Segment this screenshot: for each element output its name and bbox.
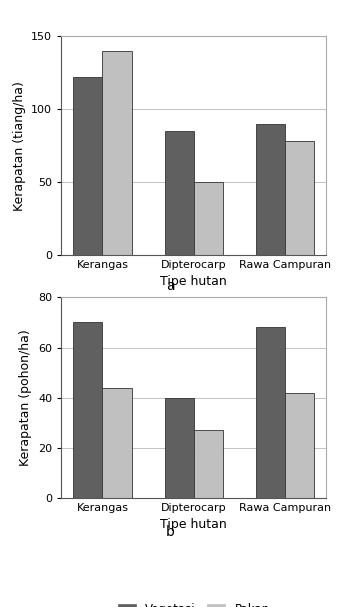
Bar [194,182,223,255]
Text: a: a [166,279,174,293]
Bar [256,328,285,498]
X-axis label: Tipe hutan: Tipe hutan [160,518,227,531]
Bar [73,322,102,498]
Y-axis label: Kerapatan (tiang/ha): Kerapatan (tiang/ha) [13,81,26,211]
Bar [165,131,194,255]
Bar [256,124,285,255]
Bar [73,77,102,255]
Y-axis label: Kerapatan (pohon/ha): Kerapatan (pohon/ha) [19,329,33,466]
Bar [165,398,194,498]
Legend: Vegetasi, Pakan: Vegetasi, Pakan [118,603,270,607]
Text: b: b [166,525,174,539]
Bar [102,51,132,255]
Bar [102,388,132,498]
Bar [194,430,223,498]
Bar [285,393,314,498]
Bar [285,141,314,255]
X-axis label: Tipe hutan: Tipe hutan [160,276,227,288]
